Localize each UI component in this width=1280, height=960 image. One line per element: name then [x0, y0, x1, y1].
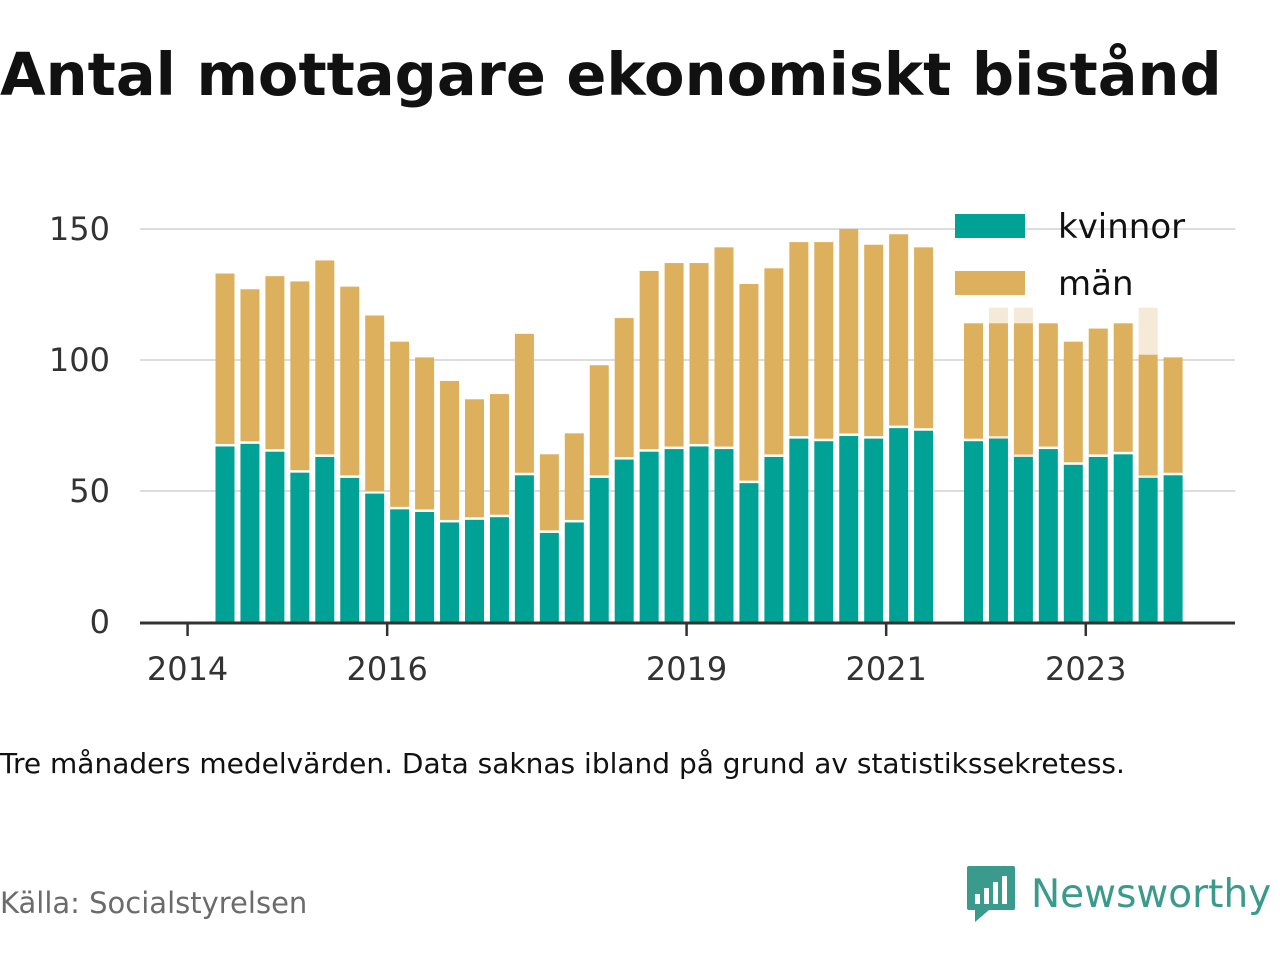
bar-man: [689, 263, 709, 444]
x-tick-label: 2014: [147, 650, 228, 688]
bar-kvinnor: [864, 438, 884, 622]
bar-man: [1013, 323, 1033, 455]
bar-man: [290, 281, 310, 471]
bar-man: [415, 357, 435, 510]
legend-swatch: [955, 214, 1025, 238]
bar-kvinnor: [1013, 456, 1033, 622]
chart-note: Tre månaders medelvärden. Data saknas ib…: [0, 747, 1125, 780]
bar-kvinnor: [539, 532, 559, 622]
bar-man: [664, 263, 684, 447]
bar-kvinnor: [889, 428, 909, 622]
bar-man: [315, 260, 335, 455]
bar-kvinnor: [914, 430, 934, 622]
bar-man: [489, 394, 509, 515]
bar-kvinnor: [315, 456, 335, 622]
bar-man: [839, 229, 859, 434]
x-tick-label: 2016: [346, 650, 427, 688]
bar-man: [889, 234, 909, 426]
source-text: Källa: Socialstyrelsen: [0, 886, 308, 920]
bar-kvinnor: [1088, 456, 1108, 622]
x-tick-label: 2019: [646, 650, 727, 688]
y-tick-label: 50: [69, 472, 110, 510]
bar-kvinnor: [714, 449, 734, 622]
bar-man: [988, 323, 1008, 437]
bar-man: [465, 399, 484, 518]
bar-man: [914, 247, 934, 429]
bar-kvinnor: [764, 456, 784, 622]
bar-kvinnor: [814, 441, 834, 622]
bar-kvinnor: [964, 441, 983, 622]
bar-kvinnor: [390, 509, 410, 622]
bar-kvinnor: [465, 519, 484, 622]
bar-man: [964, 323, 983, 439]
bar-man: [789, 242, 809, 437]
bar-chart: 0 50 100 150 2014 2016 2019 2021 2023 kvinnor män: [49, 207, 1235, 688]
bar-man: [390, 341, 410, 507]
bar-man: [814, 242, 834, 439]
bar-kvinnor: [365, 493, 385, 622]
bar-kvinnor: [988, 438, 1008, 622]
legend-label: män: [1058, 264, 1134, 304]
bar-kvinnor: [1063, 464, 1083, 622]
bar-man: [564, 433, 584, 520]
bar-kvinnor: [1113, 454, 1133, 622]
x-tick-label: 2021: [845, 650, 926, 688]
bar-man: [714, 247, 734, 447]
bar-kvinnor: [639, 451, 659, 622]
bar-kvinnor: [415, 511, 435, 622]
bar-kvinnor: [489, 517, 509, 622]
bar-kvinnor: [340, 477, 360, 622]
bar-man: [614, 318, 634, 458]
bar-kvinnor: [789, 438, 809, 622]
bar-man: [864, 244, 884, 437]
bar-man: [514, 333, 534, 473]
brand-logo[interactable]: Newsworthy: [965, 864, 1271, 924]
bar-kvinnor: [215, 446, 235, 622]
bar-man: [1138, 354, 1158, 476]
chart-title: Antal mottagare ekonomiskt bistånd: [0, 40, 1222, 109]
bar-man: [1088, 328, 1108, 455]
bar-kvinnor: [240, 443, 260, 622]
y-tick-label: 0: [90, 603, 110, 641]
bar-man: [739, 284, 759, 481]
bar-kvinnor: [739, 483, 759, 622]
bar-man: [1063, 341, 1083, 463]
bar-man: [1163, 357, 1183, 473]
bar-kvinnor: [290, 472, 310, 622]
bar-man: [764, 268, 784, 455]
y-tick-label: 100: [49, 341, 110, 379]
bar-kvinnor: [1163, 475, 1183, 622]
bar-man: [240, 289, 260, 442]
bar-man: [1038, 323, 1058, 447]
bar-man: [265, 276, 285, 450]
bar-kvinnor: [839, 435, 859, 622]
bar-kvinnor: [564, 522, 584, 622]
bar-man: [215, 273, 235, 444]
bar-man: [365, 315, 385, 492]
bar-man: [1113, 323, 1133, 452]
legend-swatch: [955, 271, 1025, 295]
newsworthy-logo-icon: [967, 866, 1015, 922]
bar-kvinnor: [664, 449, 684, 622]
bar-kvinnor: [1038, 449, 1058, 622]
legend-label: kvinnor: [1058, 207, 1185, 247]
bar-kvinnor: [1138, 477, 1158, 622]
bar-man: [440, 380, 460, 520]
bar-kvinnor: [689, 446, 709, 622]
bar-man: [340, 286, 360, 476]
bar-man: [539, 454, 559, 531]
bar-man: [639, 270, 659, 450]
bar-kvinnor: [614, 459, 634, 622]
bar-man: [589, 365, 609, 476]
bar-kvinnor: [440, 522, 460, 622]
brand-name: Newsworthy: [1031, 871, 1272, 917]
y-tick-label: 150: [49, 210, 110, 248]
bar-kvinnor: [265, 451, 285, 622]
bar-kvinnor: [589, 477, 609, 622]
bar-kvinnor: [514, 475, 534, 622]
x-tick-label: 2023: [1045, 650, 1126, 688]
